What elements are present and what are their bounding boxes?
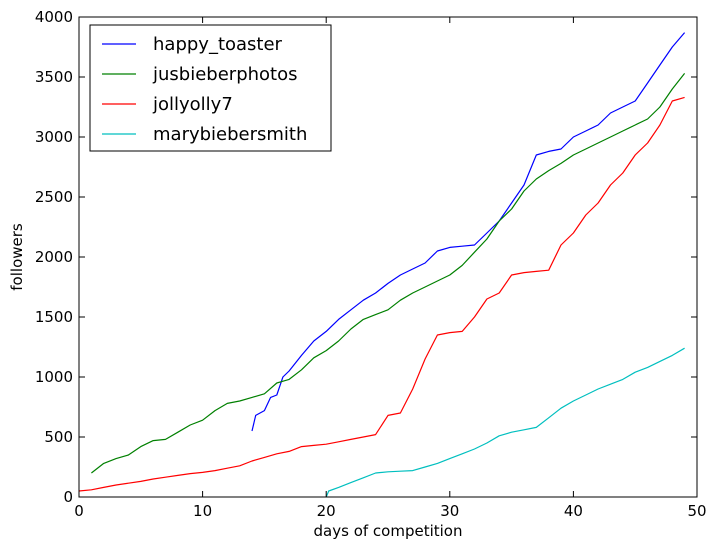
y-tick-label: 2000 <box>35 248 73 266</box>
series-line-jusbieberphotos <box>91 73 686 474</box>
y-tick-label: 0 <box>63 488 73 506</box>
y-axis-label: followers <box>8 223 26 291</box>
x-tick-label: 50 <box>687 502 706 520</box>
x-tick-label: 0 <box>74 502 84 520</box>
y-tick-label: 3500 <box>35 68 73 86</box>
y-tick-label: 2500 <box>35 188 73 206</box>
series-line-happy_toaster <box>251 32 686 432</box>
x-tick-label: 10 <box>193 502 212 520</box>
x-axis: 0 10 20 30 40 50 <box>74 17 707 520</box>
y-tick-label: 1000 <box>35 368 73 386</box>
x-tick-label: 30 <box>440 502 459 520</box>
legend-label-jusbieberphotos: jusbieberphotos <box>152 64 297 85</box>
series-line-marybiebersmith <box>325 347 685 498</box>
y-tick-label: 3000 <box>35 128 73 146</box>
x-axis-label: days of competition <box>314 522 463 540</box>
legend-label-happy_toaster: happy_toaster <box>153 34 283 55</box>
legend-label-jollyolly7: jollyolly7 <box>152 94 233 115</box>
x-tick-label: 40 <box>564 502 583 520</box>
plot-area <box>78 32 686 498</box>
y-tick-label: 1500 <box>35 308 73 326</box>
y-axis: 0 500 1000 1500 2000 2500 3000 3500 4000 <box>35 8 697 506</box>
x-tick-label: 20 <box>317 502 336 520</box>
legend-label-marybiebersmith: marybiebersmith <box>153 124 307 145</box>
legend-box <box>89 24 332 152</box>
legend: happy_toaster jusbieberphotos jollyolly7 ma… <box>89 24 332 152</box>
y-tick-label: 500 <box>44 428 73 446</box>
series-line-jollyolly7 <box>78 96 685 492</box>
y-tick-label: 4000 <box>35 8 73 26</box>
